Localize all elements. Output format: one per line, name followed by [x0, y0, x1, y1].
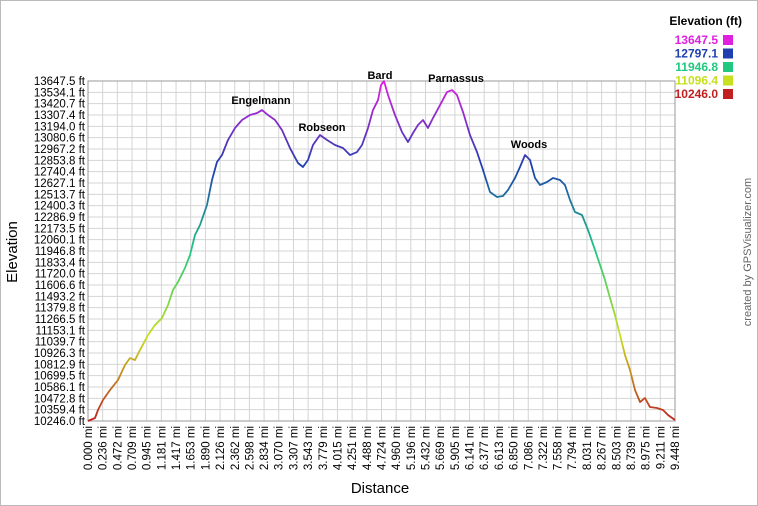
- x-tick-label: 4.251 mi: [347, 426, 359, 470]
- x-tick-label: 2.598 mi: [244, 426, 256, 470]
- legend-label: 13647.5: [675, 33, 719, 47]
- legend-title: Elevation (ft): [669, 14, 742, 28]
- y-tick-label: 12967.2 ft: [34, 144, 86, 156]
- x-tick-label: 5.196 mi: [406, 426, 418, 470]
- x-tick-label: 0.000 mi: [83, 426, 95, 470]
- legend-label: 10246.0: [675, 87, 719, 101]
- x-tick-label: 6.613 mi: [494, 426, 506, 470]
- y-tick-label: 13647.5 ft: [34, 76, 86, 88]
- x-tick-label: 4.724 mi: [377, 426, 389, 470]
- x-tick-label: 0.709 mi: [127, 426, 139, 470]
- legend-label: 11946.8: [675, 60, 718, 74]
- peak-annotation: Parnassus: [428, 73, 484, 85]
- x-tick-label: 5.432 mi: [420, 426, 432, 470]
- peak-annotation: Engelmann: [231, 95, 291, 107]
- legend-label: 11096.4: [675, 74, 718, 88]
- y-tick-label: 11039.7 ft: [35, 337, 86, 349]
- x-tick-label: 4.488 mi: [362, 426, 374, 470]
- y-axis-label: Elevation: [4, 221, 21, 283]
- y-tick-label: 11266.5 ft: [35, 314, 86, 326]
- y-tick-label: 11720.0 ft: [35, 269, 86, 281]
- y-tick-label: 11606.6 ft: [35, 280, 86, 292]
- y-tick-label: 11833.4 ft: [35, 257, 86, 269]
- peak-annotation: Robseon: [298, 122, 345, 134]
- x-tick-label: 4.015 mi: [332, 426, 344, 470]
- x-tick-label: 7.086 mi: [523, 426, 535, 470]
- x-tick-label: 0.945 mi: [142, 426, 154, 470]
- x-tick-label: 2.834 mi: [259, 426, 271, 470]
- x-tick-label: 6.377 mi: [479, 426, 491, 470]
- x-tick-label: 6.141 mi: [465, 426, 477, 470]
- y-tick-label: 12173.5 ft: [34, 223, 86, 235]
- legend-swatch: [723, 75, 733, 86]
- legend-swatch: [723, 48, 733, 59]
- x-tick-label: 1.417 mi: [171, 426, 183, 470]
- x-axis-label: Distance: [351, 480, 409, 497]
- y-tick-label: 12060.1 ft: [34, 235, 86, 247]
- x-tick-label: 1.181 mi: [156, 426, 168, 470]
- y-tick-label: 10699.5 ft: [34, 371, 86, 383]
- peak-annotation: Woods: [511, 139, 547, 151]
- y-tick-label: 12853.8 ft: [34, 155, 86, 167]
- x-tick-label: 8.267 mi: [597, 426, 609, 470]
- x-tick-label: 5.669 mi: [435, 426, 447, 470]
- x-tick-label: 8.975 mi: [641, 426, 653, 470]
- y-tick-label: 13534.1 ft: [34, 87, 86, 99]
- x-tick-label: 0.236 mi: [98, 426, 110, 470]
- x-tick-label: 9.448 mi: [670, 426, 682, 470]
- y-tick-label: 13420.7 ft: [34, 99, 86, 111]
- y-tick-label: 12627.1 ft: [34, 178, 86, 190]
- y-tick-label: 11379.8 ft: [35, 303, 86, 315]
- x-tick-label: 7.794 mi: [567, 426, 579, 470]
- x-tick-label: 0.472 mi: [112, 426, 124, 470]
- y-tick-label: 12286.9 ft: [34, 212, 86, 224]
- y-tick-label: 10926.3 ft: [34, 348, 86, 360]
- y-tick-label: 13194.0 ft: [34, 121, 86, 133]
- y-tick-label: 10586.1 ft: [34, 382, 86, 394]
- x-tick-label: 2.362 mi: [230, 426, 242, 470]
- plot-frame: [87, 80, 676, 422]
- x-tick-label: 8.031 mi: [582, 426, 594, 470]
- x-tick-label: 3.070 mi: [274, 426, 286, 470]
- y-tick-label: 12740.4 ft: [34, 167, 86, 179]
- y-tick-label: 13080.6 ft: [34, 133, 86, 145]
- x-tick-label: 1.890 mi: [200, 426, 212, 470]
- elevation-line: [87, 80, 676, 422]
- x-tick-label: 8.503 mi: [611, 426, 623, 470]
- y-tick-label: 10812.9 ft: [34, 359, 86, 371]
- x-tick-label: 1.653 mi: [186, 426, 198, 470]
- y-tick-label: 12400.3 ft: [34, 201, 86, 213]
- x-tick-label: 7.322 mi: [538, 426, 550, 470]
- y-tick-label: 11946.8 ft: [35, 246, 86, 258]
- x-tick-label: 3.543 mi: [303, 426, 315, 470]
- x-tick-label: 3.779 mi: [318, 426, 330, 470]
- y-tick-label: 10472.8 ft: [34, 393, 86, 405]
- x-tick-label: 4.960 mi: [391, 426, 403, 470]
- legend-swatch: [723, 62, 733, 72]
- y-tick-label: 12513.7 ft: [34, 189, 86, 201]
- x-tick-label: 8.739 mi: [626, 426, 638, 470]
- y-tick-label: 10246.0 ft: [34, 416, 86, 428]
- y-tick-label: 11153.1 ft: [36, 325, 86, 337]
- x-tick-label: 3.307 mi: [288, 426, 300, 470]
- credit: created by GPSVisualizer.com: [742, 178, 754, 326]
- x-tick-label: 5.905 mi: [450, 426, 462, 470]
- x-tick-label: 7.558 mi: [553, 426, 565, 470]
- peak-annotation: Bard: [367, 70, 392, 82]
- legend-label: 12797.1: [675, 47, 719, 61]
- y-tick-label: 10359.4 ft: [34, 405, 86, 417]
- legend-swatch: [723, 89, 733, 99]
- x-tick-label: 9.211 mi: [655, 426, 667, 469]
- y-tick-label: 11493.2 ft: [35, 291, 86, 303]
- x-tick-label: 2.126 mi: [215, 426, 227, 470]
- x-tick-label: 6.850 mi: [509, 426, 521, 470]
- y-tick-label: 13307.4 ft: [34, 110, 86, 122]
- legend-swatch: [723, 35, 733, 45]
